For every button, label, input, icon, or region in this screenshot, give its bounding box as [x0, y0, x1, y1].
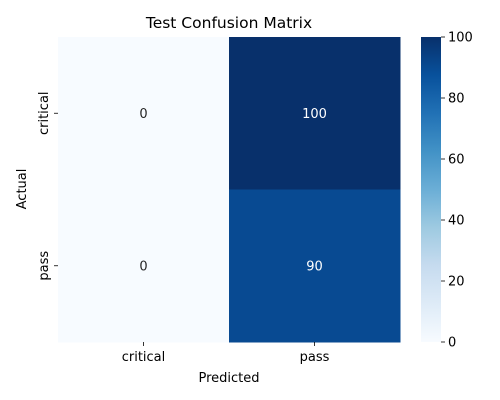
cell-value-label: 90	[306, 259, 323, 274]
colorbar	[421, 37, 441, 342]
colorbar-tick-label: 80	[448, 92, 465, 107]
heatmap-cell	[229, 189, 401, 343]
colorbar-tick-label: 60	[448, 153, 465, 168]
cell-value-label: 0	[139, 107, 147, 122]
heatmap-cell	[58, 189, 230, 343]
heatmap-cell-labels: 0 100 0 90	[139, 107, 327, 275]
x-tick-label: critical	[122, 350, 166, 365]
heatmap-cell	[229, 37, 401, 190]
colorbar-tick-label: 20	[448, 275, 465, 290]
x-tick-label: pass	[300, 350, 330, 365]
colorbar-tick-label: 0	[448, 336, 456, 351]
chart-title: Test Confusion Matrix	[145, 14, 312, 32]
y-axis-label: Actual	[15, 169, 30, 210]
y-tick-label: pass	[37, 251, 52, 281]
colorbar-ticks: 0 20 40 60 80 100	[441, 31, 473, 351]
y-axis-ticks: critical pass	[37, 91, 58, 281]
colorbar-tick-label: 40	[448, 214, 465, 229]
x-axis-label: Predicted	[198, 371, 259, 386]
x-axis-ticks: critical pass	[122, 342, 330, 365]
cell-value-label: 100	[302, 107, 327, 122]
y-tick-label: critical	[37, 91, 52, 135]
heatmap-cell	[58, 37, 230, 190]
heatmap-cells	[58, 37, 401, 343]
colorbar-tick-label: 100	[448, 31, 473, 46]
cell-value-label: 0	[139, 259, 147, 274]
